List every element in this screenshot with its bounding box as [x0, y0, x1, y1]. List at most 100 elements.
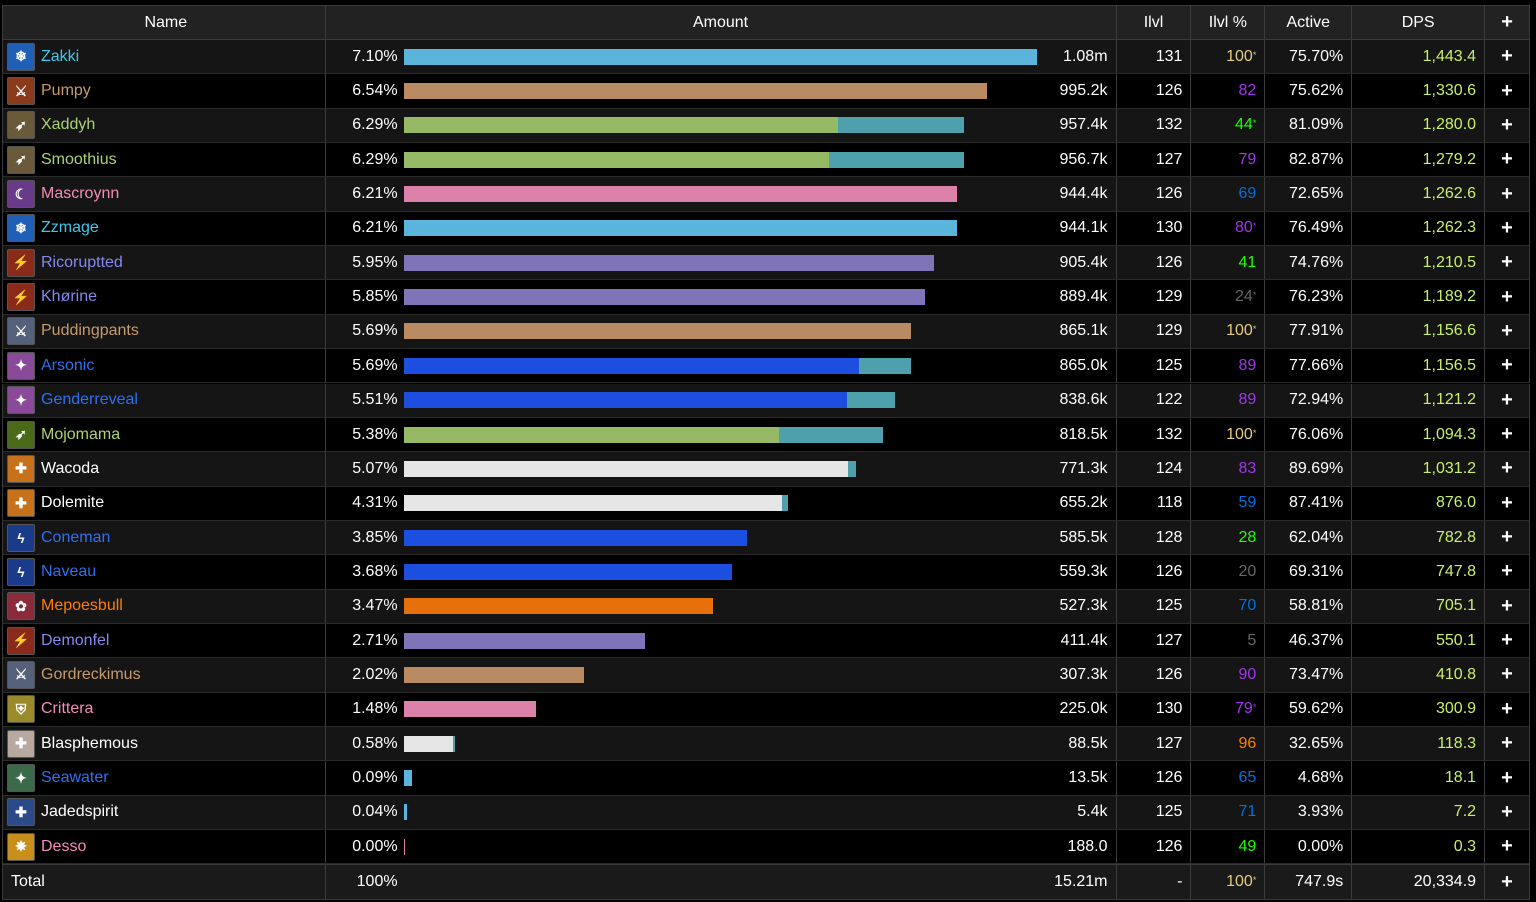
expand-row-button[interactable]: + [1501, 800, 1513, 823]
table-row[interactable]: ϟ Coneman 3.85% 585.5k 128 28 62.04% 782… [2, 520, 1530, 556]
player-name[interactable]: Mascroynn [41, 185, 120, 203]
player-name[interactable]: Blasphemous [41, 734, 138, 752]
player-name[interactable]: Seawater [41, 769, 109, 787]
column-header-amount[interactable]: Amount [326, 6, 1117, 39]
player-name[interactable]: Wacoda [41, 459, 100, 477]
player-name-cell[interactable]: ➶ Mojomama [3, 417, 326, 452]
player-name-cell[interactable]: ❄ Zakki [3, 40, 326, 74]
player-name[interactable]: Zakki [41, 47, 80, 65]
player-name-cell[interactable]: ✸ Desso [3, 830, 326, 864]
player-name[interactable]: Gordreckimus [41, 665, 141, 683]
table-row[interactable]: ❄ Zakki 7.10% 1.08m 131 100 * 75.70% 1,44… [2, 40, 1530, 75]
table-row[interactable]: ⚡ Demonfel 2.71% 411.4k 127 5 46.37% 550… [2, 623, 1530, 659]
column-header-ilvl[interactable]: Ilvl [1117, 6, 1192, 39]
expand-row-button[interactable]: + [1501, 354, 1513, 377]
table-row[interactable]: ⚔ Pumpy 6.54% 995.2k 126 82 75.62% 1,330… [2, 74, 1530, 109]
player-name-cell[interactable]: ➶ Smoothius [3, 143, 326, 177]
expand-row-button[interactable]: + [1501, 766, 1513, 789]
expand-row-button[interactable]: + [1501, 79, 1513, 102]
expand-row-button[interactable]: + [1501, 319, 1513, 342]
column-header-name[interactable]: Name [3, 6, 326, 39]
table-row[interactable]: ✦ Arsonic 5.69% 865.0k 125 89 77.66% 1,1… [2, 349, 1530, 384]
player-name-cell[interactable]: ⚡ Demonfel [3, 623, 326, 658]
player-name-cell[interactable]: ❄ Zzmage [3, 211, 326, 246]
table-row[interactable]: ✚ Dolemite 4.31% 655.2k 118 59 87.41% 87… [2, 486, 1530, 521]
player-name-cell[interactable]: ✚ Blasphemous [3, 727, 326, 761]
player-name[interactable]: Dolemite [41, 494, 105, 512]
player-name[interactable]: Mepoesbull [41, 597, 123, 615]
table-row[interactable]: ⚡ Khørine 5.85% 889.4k 129 24 * 76.23% 1,… [2, 280, 1530, 315]
player-name[interactable]: Khørine [41, 288, 98, 306]
player-name[interactable]: Arsonic [41, 356, 95, 374]
column-header-active[interactable]: Active [1265, 6, 1353, 39]
expand-row-button[interactable]: + [1501, 732, 1513, 755]
player-name[interactable]: Ricoruptted [41, 253, 123, 271]
player-name[interactable]: Xaddyh [41, 116, 96, 134]
player-name-cell[interactable]: ✚ Jadedspirit [3, 795, 326, 830]
table-row[interactable]: ❄ Zzmage 6.21% 944.1k 130 80 * 76.49% 1,2… [2, 211, 1530, 247]
player-name-cell[interactable]: ☾ Mascroynn [3, 177, 326, 211]
player-name-cell[interactable]: ➶ Xaddyh [3, 108, 326, 143]
player-name-cell[interactable]: ⚔ Gordreckimus [3, 658, 326, 692]
table-row[interactable]: ✚ Blasphemous 0.58% 88.5k 127 96 32.65% … [2, 727, 1530, 762]
player-name-cell[interactable]: ⚡ Khørine [3, 280, 326, 314]
expand-row-button[interactable]: + [1501, 45, 1513, 68]
player-name[interactable]: Jadedspirit [41, 803, 119, 821]
player-name[interactable]: Genderreveal [41, 391, 138, 409]
player-name-cell[interactable]: ✿ Mepoesbull [3, 589, 326, 623]
player-name[interactable]: Desso [41, 837, 87, 855]
expand-row-button[interactable]: + [1501, 388, 1513, 411]
player-name[interactable]: Pumpy [41, 82, 91, 100]
table-row[interactable]: ⚡ Ricoruptted 5.95% 905.4k 126 41 74.76%… [2, 246, 1530, 281]
column-header-dps[interactable]: DPS [1352, 6, 1486, 39]
player-name-cell[interactable]: ✦ Seawater [3, 761, 326, 795]
player-name-cell[interactable]: ϟ Naveau [3, 555, 326, 589]
expand-row-button[interactable]: + [1501, 560, 1513, 583]
player-name-cell[interactable]: ⚡ Ricoruptted [3, 246, 326, 280]
expand-row-button[interactable]: + [1501, 629, 1513, 652]
expand-row-button[interactable]: + [1501, 423, 1513, 446]
player-name-cell[interactable]: ⛨ Crittera [3, 692, 326, 726]
expand-row-button[interactable]: + [1501, 182, 1513, 205]
player-name-cell[interactable]: ✦ Arsonic [3, 349, 326, 383]
table-row[interactable]: ➶ Smoothius 6.29% 956.7k 127 79 82.87% 1… [2, 143, 1530, 178]
player-name-cell[interactable]: ⚔ Pumpy [3, 74, 326, 108]
table-row[interactable]: ✿ Mepoesbull 3.47% 527.3k 125 70 58.81% … [2, 589, 1530, 624]
expand-row-button[interactable]: + [1501, 216, 1513, 239]
table-row[interactable]: ✚ Jadedspirit 0.04% 5.4k 125 71 3.93% 7.… [2, 795, 1530, 831]
table-row[interactable]: ➶ Xaddyh 6.29% 957.4k 132 44 * 81.09% 1,2… [2, 108, 1530, 144]
total-plus-button[interactable]: + [1501, 870, 1513, 893]
player-name[interactable]: Demonfel [41, 631, 110, 649]
table-row[interactable]: ϟ Naveau 3.68% 559.3k 126 20 69.31% 747.… [2, 555, 1530, 590]
expand-row-button[interactable]: + [1501, 251, 1513, 274]
player-name[interactable]: Mojomama [41, 425, 121, 443]
player-name[interactable]: Naveau [41, 562, 97, 580]
column-header-ilvl-pct[interactable]: Ilvl % [1191, 6, 1266, 39]
table-row[interactable]: ✦ Genderreveal 5.51% 838.6k 122 89 72.94… [2, 383, 1530, 418]
table-row[interactable]: ☾ Mascroynn 6.21% 944.4k 126 69 72.65% 1… [2, 177, 1530, 212]
expand-row-button[interactable]: + [1501, 835, 1513, 858]
table-row[interactable]: ✚ Wacoda 5.07% 771.3k 124 83 89.69% 1,03… [2, 452, 1530, 487]
expand-row-button[interactable]: + [1501, 491, 1513, 514]
table-row[interactable]: ⚔ Gordreckimus 2.02% 307.3k 126 90 73.47… [2, 658, 1530, 693]
expand-row-button[interactable]: + [1501, 697, 1513, 720]
expand-row-button[interactable]: + [1501, 285, 1513, 308]
expand-row-button[interactable]: + [1501, 663, 1513, 686]
player-name[interactable]: Puddingpants [41, 322, 139, 340]
expand-row-button[interactable]: + [1501, 526, 1513, 549]
player-name[interactable]: Crittera [41, 700, 94, 718]
player-name-cell[interactable]: ϟ Coneman [3, 520, 326, 555]
expand-row-button[interactable]: + [1501, 457, 1513, 480]
player-name-cell[interactable]: ✚ Dolemite [3, 486, 326, 520]
player-name[interactable]: Zzmage [41, 219, 99, 237]
table-row[interactable]: ⚔ Puddingpants 5.69% 865.1k 129 100 * 77.… [2, 314, 1530, 350]
expand-row-button[interactable]: + [1501, 148, 1513, 171]
table-row[interactable]: ⛨ Crittera 1.48% 225.0k 130 79 * 59.62% 3… [2, 692, 1530, 727]
add-column-button[interactable]: + [1501, 11, 1513, 33]
player-name-cell[interactable]: ⚔ Puddingpants [3, 314, 326, 349]
expand-row-button[interactable]: + [1501, 594, 1513, 617]
table-row[interactable]: ✸ Desso 0.00% 188.0 126 49 0.00% 0.3 + [2, 830, 1530, 865]
expand-row-button[interactable]: + [1501, 113, 1513, 136]
player-name-cell[interactable]: ✦ Genderreveal [3, 383, 326, 417]
player-name[interactable]: Smoothius [41, 150, 117, 168]
